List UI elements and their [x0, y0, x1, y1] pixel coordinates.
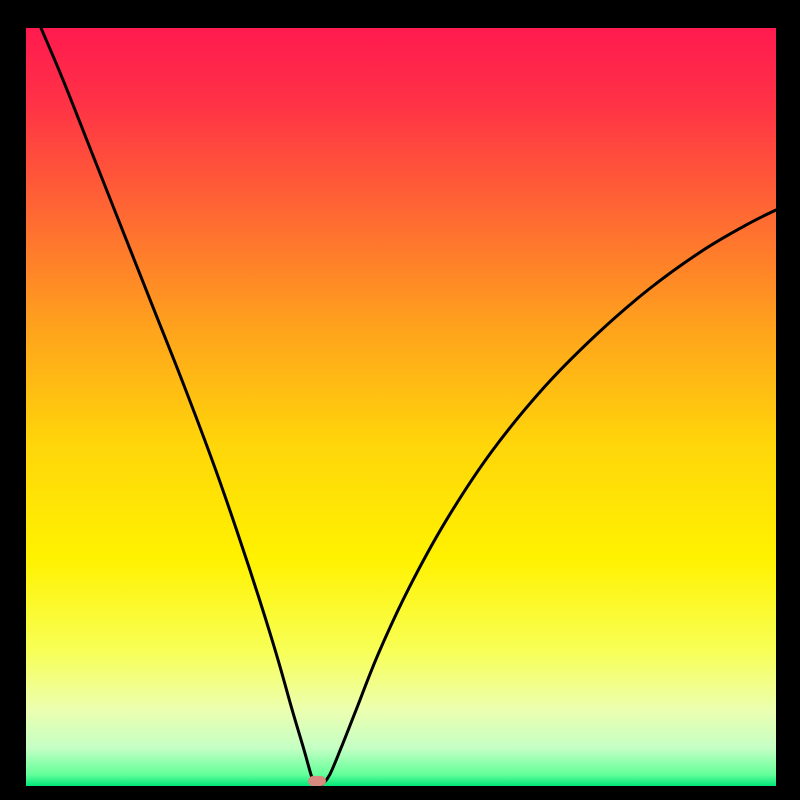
chart-frame: TheBottleneck.com: [0, 0, 800, 800]
border-top: [0, 0, 800, 28]
border-right: [776, 0, 800, 800]
border-left: [0, 0, 26, 800]
plot-area: [26, 28, 776, 786]
gradient-background: [26, 28, 776, 786]
border-bottom: [0, 786, 800, 800]
minimum-marker: [308, 776, 326, 786]
bottleneck-curve-svg: [26, 28, 776, 786]
